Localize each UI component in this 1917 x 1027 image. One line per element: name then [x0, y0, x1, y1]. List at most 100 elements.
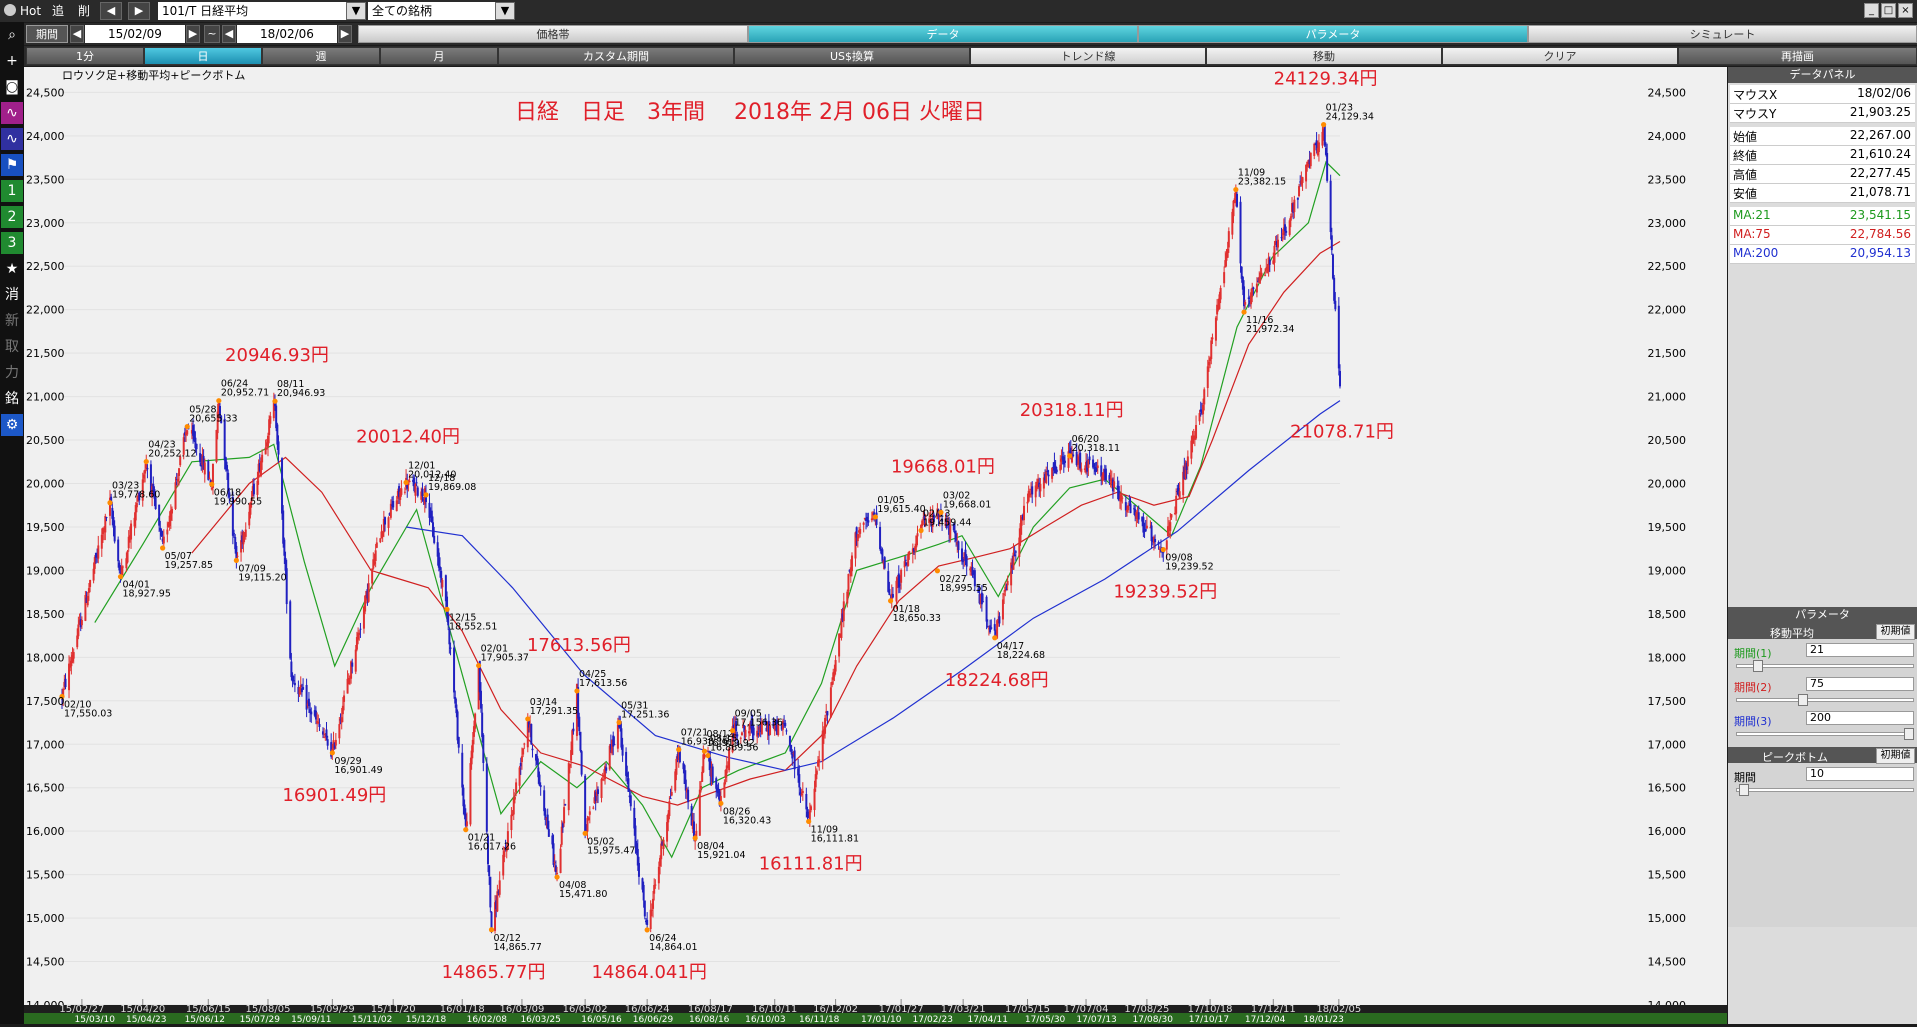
- gear-icon[interactable]: ⚙: [1, 414, 23, 436]
- marker-value-label: 20,952.71: [221, 388, 269, 399]
- tab-monthly[interactable]: 月: [380, 47, 498, 65]
- flag-icon[interactable]: ⚑: [1, 154, 23, 176]
- candle-body: [805, 794, 808, 810]
- trade-kanji-icon[interactable]: 取: [5, 339, 19, 355]
- next-symbol-button[interactable]: ▶: [128, 2, 150, 20]
- tab-parameters[interactable]: パラメータ: [1138, 25, 1528, 43]
- tab-weekly[interactable]: 週: [262, 47, 380, 65]
- candle-chart-icon[interactable]: ∿: [1, 128, 23, 150]
- candle-body: [718, 791, 721, 806]
- tab-price-band[interactable]: 価格帯: [358, 25, 748, 43]
- period2-slider-thumb[interactable]: [1798, 694, 1809, 706]
- power-kanji-icon[interactable]: 力: [5, 365, 19, 381]
- settings-kanji-icon[interactable]: 新: [5, 313, 19, 329]
- symbol-dropdown-icon[interactable]: ▼: [346, 2, 366, 20]
- line-chart-icon[interactable]: ∿: [1, 102, 23, 124]
- tab-custom-period[interactable]: カスタム期間: [498, 47, 734, 65]
- data-row-key: 高値: [1733, 168, 1758, 182]
- date-from-next-icon[interactable]: ▶: [186, 25, 200, 43]
- redraw-button[interactable]: 再描画: [1678, 47, 1917, 65]
- minimize-icon[interactable]: _: [1864, 3, 1879, 18]
- candle-body: [1231, 211, 1234, 235]
- market-select[interactable]: 全ての銘柄: [368, 2, 495, 20]
- prev-symbol-button[interactable]: ◀: [100, 2, 122, 20]
- preset-2-icon[interactable]: 2: [1, 206, 23, 228]
- candle-body: [365, 590, 368, 601]
- candle-body: [358, 632, 361, 636]
- period2-slider[interactable]: [1736, 698, 1914, 702]
- tab-move[interactable]: 移動: [1206, 47, 1442, 65]
- date-to-next-icon[interactable]: ▶: [338, 25, 352, 43]
- candle-body: [1145, 525, 1148, 529]
- candle-body: [171, 508, 174, 514]
- tab-trendline[interactable]: トレンド線: [970, 47, 1206, 65]
- period1-slider[interactable]: [1736, 664, 1914, 668]
- date-to-field[interactable]: 18/02/06: [237, 25, 337, 43]
- candle-body: [176, 478, 179, 482]
- close-icon[interactable]: ×: [1898, 3, 1913, 18]
- search-icon[interactable]: ⌕: [8, 27, 16, 43]
- peak-bottom-marker: [887, 598, 894, 604]
- tab-daily[interactable]: 日: [144, 47, 262, 65]
- period1-slider-thumb[interactable]: [1752, 660, 1763, 672]
- peak-bottom-slider-thumb[interactable]: [1739, 784, 1750, 796]
- stock-kanji-icon[interactable]: 銘: [5, 391, 19, 407]
- tab-simulate[interactable]: シミュレート: [1528, 25, 1917, 43]
- period3-slider-thumb[interactable]: [1904, 728, 1914, 740]
- candle-body: [200, 462, 203, 467]
- candle-body: [504, 847, 507, 849]
- ma-reset-button[interactable]: 初期値: [1876, 624, 1915, 640]
- x-tick-label: 17/01/27: [879, 1004, 924, 1015]
- candle-body: [815, 770, 818, 775]
- add-button[interactable]: 追: [52, 4, 65, 18]
- candle-body: [1266, 270, 1269, 272]
- delete-button[interactable]: 削: [78, 4, 91, 18]
- tab-clear[interactable]: クリア: [1442, 47, 1678, 65]
- candle-body: [1086, 460, 1089, 472]
- marker-value-label: 24,129.34: [1326, 112, 1374, 123]
- preset-1-icon[interactable]: 1: [1, 180, 23, 202]
- date-to-prev-icon[interactable]: ◀: [222, 25, 236, 43]
- period2-input[interactable]: 75: [1806, 677, 1914, 691]
- candle-body: [211, 463, 214, 488]
- peak-bottom-reset-button[interactable]: 初期値: [1876, 748, 1915, 764]
- peak-bottom-period-input[interactable]: 10: [1806, 767, 1914, 781]
- tab-data[interactable]: データ: [748, 25, 1138, 43]
- x-tick-label: 17/10/17: [1189, 1015, 1229, 1024]
- star-icon[interactable]: ★: [5, 261, 19, 277]
- candle-body: [355, 637, 358, 650]
- candle-body: [269, 416, 272, 424]
- date-from-field[interactable]: 15/02/09: [85, 25, 185, 43]
- candle-body: [977, 588, 980, 593]
- candle-body: [957, 541, 960, 551]
- x-tick-label: 15/07/29: [240, 1015, 281, 1024]
- candle-body: [128, 535, 131, 540]
- period1-input[interactable]: 21: [1806, 643, 1914, 657]
- peak-bottom-slider[interactable]: [1736, 788, 1914, 792]
- tab-usd-conversion[interactable]: US$換算: [734, 47, 970, 65]
- candle-body: [1020, 517, 1023, 526]
- camera-icon[interactable]: ◙: [5, 79, 19, 95]
- tab-1min[interactable]: 1分: [26, 47, 144, 65]
- parameter-panel: パラメータ 移動平均 初期値 期間(1) 21 期間(2) 75 期間(3) 2…: [1728, 607, 1917, 927]
- period3-slider[interactable]: [1736, 732, 1914, 736]
- candle-body: [256, 480, 259, 495]
- candle-body: [158, 504, 161, 526]
- erase-icon[interactable]: 消: [5, 287, 19, 303]
- market-dropdown-icon[interactable]: ▼: [495, 2, 515, 20]
- preset-3-icon[interactable]: 3: [1, 232, 23, 254]
- candle-body: [519, 763, 522, 767]
- symbol-field[interactable]: 101/T 日経平均: [158, 2, 346, 20]
- crosshair-icon[interactable]: +: [6, 53, 18, 69]
- period3-input[interactable]: 200: [1806, 711, 1914, 725]
- candle-body: [750, 720, 753, 729]
- candle-body: [570, 750, 573, 761]
- x-tick-label: 17/12/11: [1251, 1004, 1296, 1015]
- date-from-prev-icon[interactable]: ◀: [70, 25, 84, 43]
- peak-bottom-annotation: 14865.77円: [442, 962, 546, 983]
- hot-button[interactable]: Hot: [20, 4, 42, 18]
- price-chart[interactable]: 02/10 17,550.03 03/23 19,778.60 04/01 18,927.…: [24, 67, 1727, 1025]
- candle-body: [258, 462, 261, 472]
- maximize-icon[interactable]: □: [1881, 3, 1896, 18]
